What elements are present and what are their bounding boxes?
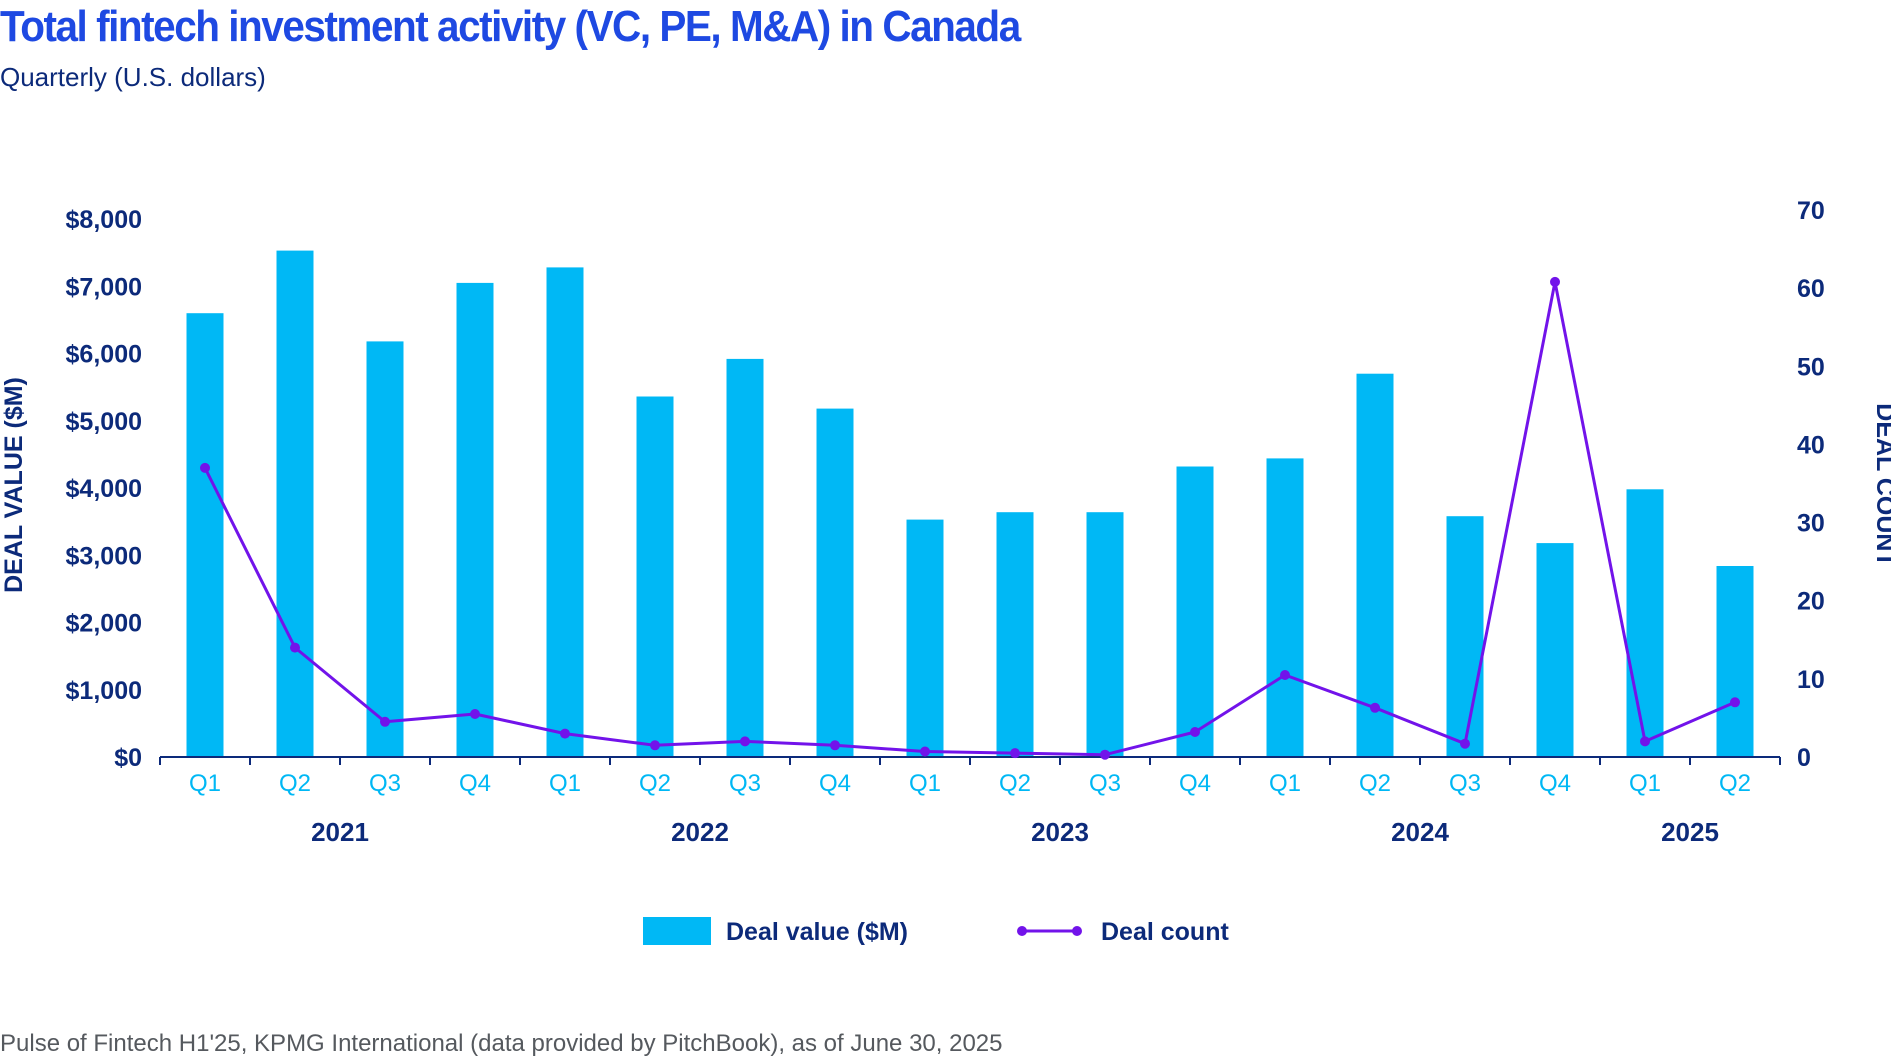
deal-count-point [1730,697,1740,708]
deal-count-line [203,280,1736,757]
bar-deal-value [1176,466,1214,757]
bar-deal-value [276,250,314,757]
x-tick-label: Q3 [1089,770,1121,797]
x-tick-label: Q1 [1269,770,1301,797]
x-tick-label: Q2 [1719,770,1751,797]
x-tick-label: Q1 [549,770,581,797]
x-tick-label: Q3 [729,770,761,797]
year-label: 2024 [1391,817,1449,847]
x-tick-label: Q1 [1629,770,1661,797]
chart-source: Pulse of Fintech H1'25, KPMG Internation… [0,1030,1003,1057]
y-tick-left: $2,000 [66,610,142,638]
deal-count-point [1640,736,1650,747]
y-axis-title-right: DEAL COUNT [1871,403,1891,566]
bar-deal-value [906,519,944,757]
x-tick-label: Q3 [1449,770,1481,797]
bar-deal-value [1266,458,1304,757]
x-tick-label: Q1 [189,770,221,797]
line-layer [200,276,1740,760]
bar-deal-value [636,396,674,757]
bar-deal-value [456,282,494,757]
y-tick-right: 60 [1797,275,1825,303]
bar-deal-value [726,358,764,757]
y-tick-left: $3,000 [66,542,142,570]
bar-deal-value [1626,489,1664,757]
y-tick-right: 70 [1797,197,1825,225]
x-tick-label: Q2 [279,770,311,797]
y-tick-left: $8,000 [66,206,142,234]
y-tick-left: $7,000 [66,273,142,301]
bar-deal-value [1356,373,1394,757]
x-tick-label: Q4 [1179,770,1211,797]
y-tick-right: 30 [1797,510,1825,538]
x-tick-label: Q2 [1359,770,1391,797]
label-layer: $0 $1,000 $2,000 $3,000 $4,000 $5,000 $6,000 $7… [0,197,1891,847]
deal-count-point [830,740,840,751]
x-tick-label: Q3 [369,770,401,797]
legend-label-deal-count: Deal count [1101,918,1229,946]
year-label: 2025 [1661,817,1719,847]
legend-label-deal-value: Deal value ($M) [726,918,908,946]
y-tick-right: 0 [1797,744,1811,772]
deal-count-point [1370,702,1380,713]
y-tick-left: $4,000 [66,475,142,503]
deal-count-point [560,728,570,739]
axis-layer [159,756,1781,765]
year-label: 2021 [311,817,369,847]
chart-subtitle: Quarterly (U.S. dollars) [0,62,266,92]
deal-count-point [470,709,480,719]
legend-marker-deal-count [1017,926,1027,936]
y-tick-left: $0 [114,744,142,772]
deal-count-point [290,642,300,653]
bar-deal-value [996,512,1034,757]
deal-count-point [200,462,210,473]
x-tick-label: Q4 [1539,770,1571,797]
x-tick-label: Q4 [459,770,491,797]
bar-deal-value [546,267,584,757]
y-tick-left: $6,000 [66,341,142,369]
x-tick-label: Q2 [639,770,671,797]
y-tick-right: 40 [1797,431,1825,459]
deal-count-point [1010,748,1020,759]
deal-count-point [1100,749,1110,760]
y-axis-title-left: DEAL VALUE ($M) [0,377,28,593]
deal-count-point [1190,727,1200,737]
deal-count-point [1280,670,1290,680]
x-tick-label: Q2 [999,770,1031,797]
deal-count-point [920,746,930,757]
x-tick-label: Q1 [909,770,941,797]
y-tick-left: $1,000 [66,677,142,705]
y-tick-right: 10 [1797,666,1825,694]
y-tick-right: 50 [1797,353,1825,381]
x-tick-label: Q4 [819,770,851,797]
bar-deal-value [1536,543,1574,757]
legend-marker-deal-count [1072,926,1082,936]
bar-deal-value [1086,512,1124,757]
y-tick-right: 20 [1797,588,1825,616]
deal-count-point [380,716,390,727]
legend: Deal value ($M) Deal count [643,917,1229,946]
chart-title: Total fintech investment activity (VC, P… [0,2,1021,51]
y-tick-left: $5,000 [66,408,142,436]
bar-deal-value [186,313,224,757]
bar-deal-value [816,408,854,757]
deal-count-point [740,736,750,747]
deal-count-point [1460,738,1470,749]
bar-deal-value [1446,516,1484,757]
year-label: 2022 [671,817,729,847]
deal-count-point [650,740,660,751]
bars-layer [186,250,1754,757]
bar-deal-value [366,341,404,757]
deal-count-point [1550,276,1560,287]
year-label: 2023 [1031,817,1089,847]
bar-deal-value [1716,566,1754,757]
legend-swatch-deal-value [643,917,711,945]
